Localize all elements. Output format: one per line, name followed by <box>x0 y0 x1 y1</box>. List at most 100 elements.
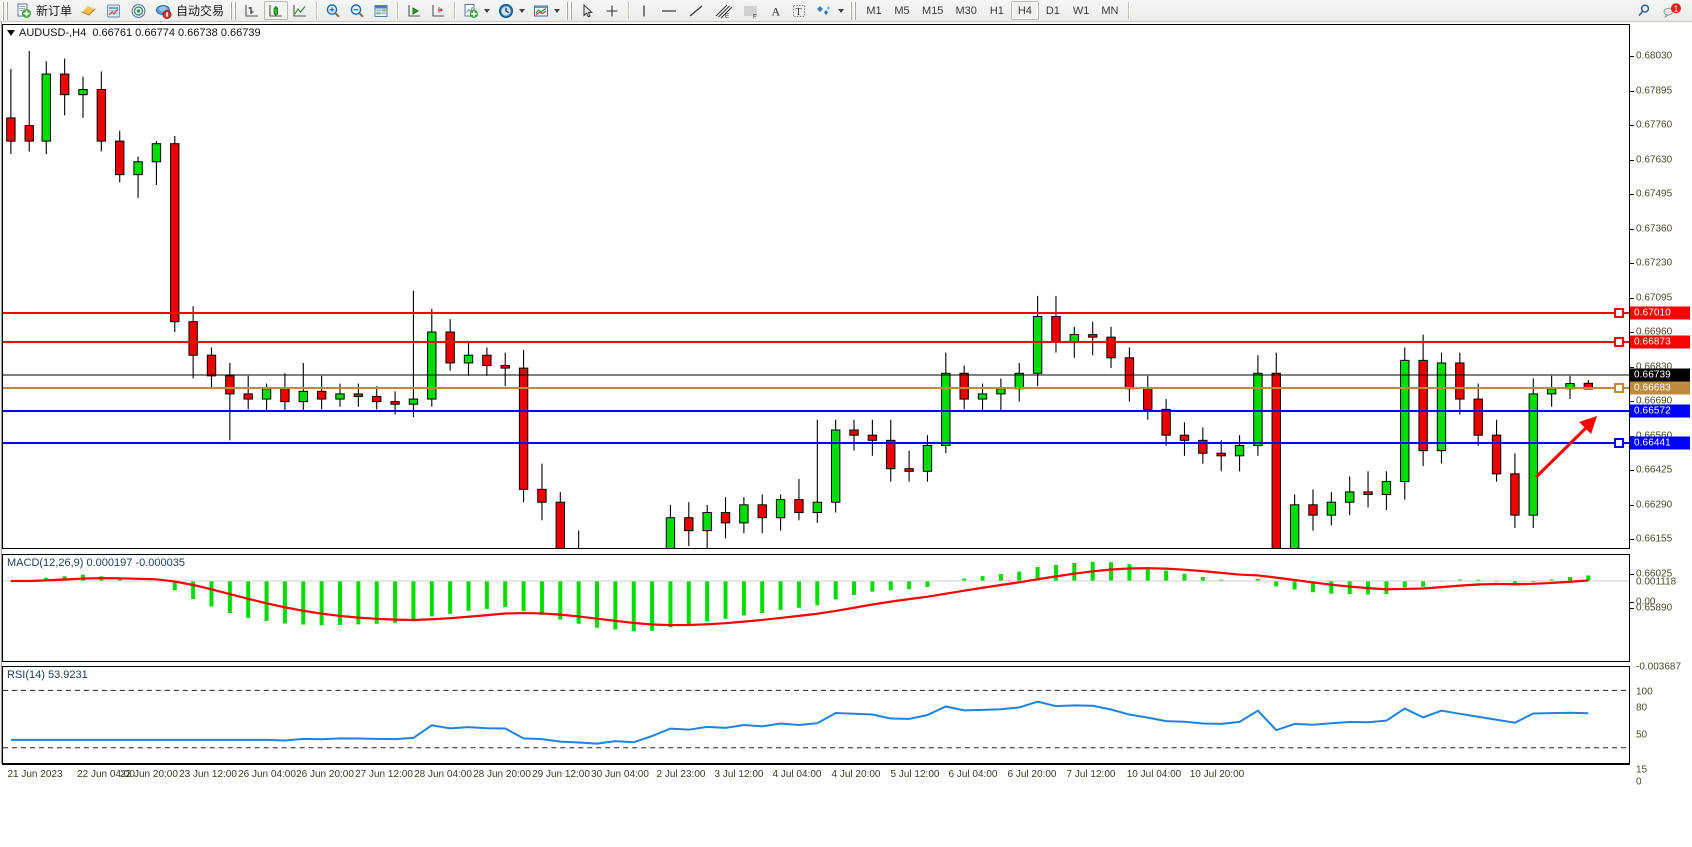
zoom-in-icon <box>326 3 340 18</box>
price-axis-tick-label: 0.66155 <box>1636 533 1673 545</box>
crosshair-button[interactable] <box>600 1 624 20</box>
macd-pane[interactable]: MACD(12,26,9) 0.000197 -0.000035 <box>2 554 1630 662</box>
line-chart-button[interactable] <box>288 1 312 20</box>
search-button[interactable] <box>1631 1 1657 20</box>
svg-text:A: A <box>772 4 781 18</box>
candle <box>170 135 180 332</box>
timeframe-w1[interactable]: W1 <box>1072 4 1090 17</box>
candle <box>578 530 580 548</box>
alerts-count: 1 <box>1674 4 1679 13</box>
chart-menu-triangle-icon[interactable] <box>7 30 15 37</box>
templates-button[interactable] <box>529 1 564 20</box>
line-chart-icon <box>293 4 307 17</box>
time-axis[interactable]: 21 Jun 2023 22 Jun 04:00 22 Jun 20:00 23 Ju… <box>2 766 1630 784</box>
equidistant-channel-button[interactable]: E <box>709 1 737 20</box>
text-label-button[interactable]: T <box>787 1 811 20</box>
pivot-line[interactable] <box>3 383 1629 393</box>
price-axis-level-chip[interactable]: 0.66441 <box>1630 436 1690 450</box>
rsi-pane[interactable]: RSI(14) 53.9231 <box>2 666 1630 764</box>
toolbar-separator-3 <box>454 2 456 19</box>
zoom-in-button[interactable] <box>321 1 345 20</box>
bullish-arrow[interactable] <box>1535 416 1598 479</box>
price-axis-level-chip[interactable]: 0.67010 <box>1630 306 1690 320</box>
timeframe-h1[interactable]: H1 <box>989 4 1004 17</box>
indicators-dropdown-caret[interactable] <box>484 8 491 13</box>
navigator-button[interactable] <box>126 1 151 20</box>
toolbar-grip-4[interactable] <box>850 1 858 20</box>
timeframe-mn[interactable]: MN <box>1101 4 1119 17</box>
candle <box>78 76 88 118</box>
time-axis-label: 4 Jul 20:00 <box>831 769 881 780</box>
timeframe-m15[interactable]: M15 <box>922 4 944 17</box>
support-line-2[interactable] <box>3 438 1629 448</box>
autotrading-button[interactable]: 自动交易 <box>151 1 228 20</box>
candle <box>867 419 878 456</box>
periods-dropdown-caret[interactable] <box>519 8 526 13</box>
new-order-button[interactable]: 新订单 <box>12 1 76 20</box>
horizontal-line-button[interactable] <box>655 1 683 20</box>
timeframe-m5[interactable]: M5 <box>894 4 910 17</box>
candle <box>1234 435 1245 472</box>
text-label-icon: T <box>793 4 806 18</box>
price-axis-level-chip[interactable]: 0.66873 <box>1630 335 1690 349</box>
price-axis-tick-label: 0.67230 <box>1636 257 1673 269</box>
price-axis-level-chip[interactable]: 0.66739 <box>1630 368 1690 382</box>
candle <box>1418 334 1428 467</box>
price-axis-tick-label: 0.67630 <box>1636 154 1673 166</box>
objects-button[interactable] <box>811 1 848 20</box>
fibonacci-icon: F <box>744 6 758 19</box>
price-axis-tick-label: 0.65890 <box>1636 602 1673 614</box>
candle <box>500 352 510 387</box>
grid-icon <box>374 4 388 17</box>
timeframe-h4[interactable]: H4 <box>1010 1 1039 20</box>
auto-scroll-button[interactable] <box>402 1 426 20</box>
price-axis-level-chip[interactable]: 0.66572 <box>1630 404 1690 418</box>
resistance-line-2[interactable] <box>3 337 1629 347</box>
alerts-button[interactable]: 1 <box>1657 1 1692 20</box>
time-axis-label: 22 Jun 04:00 <box>77 769 135 780</box>
toolbar-grip[interactable] <box>2 1 9 20</box>
indicators-button[interactable] <box>459 1 494 20</box>
bar-chart-icon <box>245 4 259 17</box>
price-pane[interactable]: AUDUSD-,H4 0.66761 0.66774 0.66738 0.667… <box>2 24 1630 549</box>
expert-advisors-button[interactable] <box>76 1 101 20</box>
templates-dropdown-caret[interactable] <box>554 8 561 13</box>
chart-area[interactable]: AUDUSD-,H4 0.66761 0.66774 0.66738 0.667… <box>0 22 1692 847</box>
price-axis-tickmark <box>1630 401 1634 402</box>
price-axis-tick-label: 0.67895 <box>1636 85 1673 97</box>
zoom-out-button[interactable] <box>345 1 369 20</box>
bar-chart-button[interactable] <box>240 1 264 20</box>
rsi-axis-tick-label: 0 <box>1636 776 1642 788</box>
chart-left-scroll-strip[interactable] <box>0 22 2 764</box>
toolbar-grip-2[interactable] <box>230 1 238 20</box>
time-axis-label: 6 Jul 04:00 <box>948 769 998 780</box>
candle <box>1179 422 1190 456</box>
price-axis-level-chip[interactable]: 0.66683 <box>1630 381 1690 395</box>
timeframe-m30[interactable]: M30 <box>955 4 977 17</box>
timeframe-d1[interactable]: D1 <box>1045 4 1060 17</box>
trend-line-button[interactable] <box>683 1 709 20</box>
price-axis-tickmark <box>1630 574 1634 575</box>
toolbar-grip-3[interactable] <box>566 1 574 20</box>
objects-dropdown-caret[interactable] <box>838 8 845 13</box>
resistance-line-1[interactable] <box>3 308 1629 318</box>
candlestick-chart-button[interactable] <box>264 1 289 20</box>
periods-button[interactable] <box>494 1 529 20</box>
grid-button[interactable] <box>369 1 393 20</box>
price-axis-tick-label: 0.67095 <box>1636 292 1673 304</box>
price-axis-tick-label: 0.66560 <box>1636 431 1672 442</box>
price-axis-tickmark <box>1630 263 1634 264</box>
fibonacci-button[interactable]: F <box>737 1 765 20</box>
market-watch-button[interactable] <box>101 1 126 20</box>
vertical-line-button[interactable] <box>633 1 655 20</box>
candle <box>206 347 217 389</box>
rsi-axis-tick-label: 80 <box>1636 702 1648 714</box>
cursor-button[interactable] <box>576 1 600 20</box>
chart-symbol-title: AUDUSD-,H4 0.66761 0.66774 0.66738 0.667… <box>7 27 261 39</box>
timeframe-m1[interactable]: M1 <box>866 4 882 17</box>
indicators-icon <box>464 3 479 18</box>
candle <box>1510 453 1520 529</box>
chart-shift-button[interactable] <box>426 1 450 20</box>
price-axis[interactable]: 0.68030 0.67895 0.67760 0.67630 0.67495 0.673… <box>1630 22 1692 847</box>
text-button[interactable]: A <box>765 1 787 20</box>
